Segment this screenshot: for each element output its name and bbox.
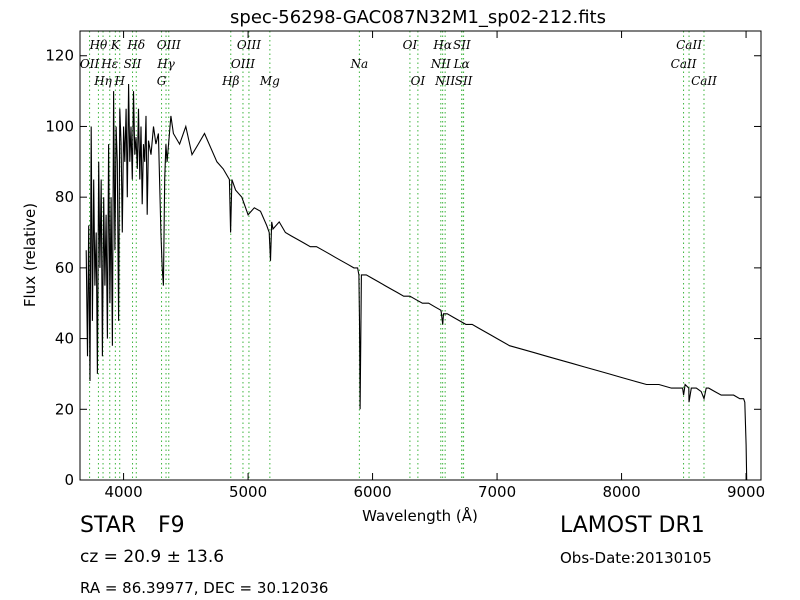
marker-label: Hβ (221, 74, 239, 88)
x-tick-label: 7000 (478, 483, 516, 501)
marker-label: Hα (432, 38, 452, 52)
marker-label: G (157, 74, 167, 88)
y-tick-label: 40 (55, 330, 74, 348)
marker-label: Mg (259, 74, 280, 88)
y-tick-label: 120 (45, 47, 74, 65)
marker-label: OIII (237, 38, 261, 52)
marker-label: Hγ (156, 57, 175, 71)
x-tick-label: 5000 (229, 483, 267, 501)
chart-title: spec-56298-GAC087N32M1_sp02-212.fits (230, 7, 606, 28)
y-tick-label: 60 (55, 259, 74, 277)
marker-label: Lα (453, 57, 470, 71)
marker-label: Na (350, 57, 369, 71)
subclass: F9 (158, 513, 185, 538)
marker-label: Hη (93, 74, 112, 88)
x-tick-label: 4000 (104, 483, 142, 501)
coordinates-text: RA = 86.39977, DEC = 30.12036 (80, 579, 329, 597)
observation-date: Obs-Date:20130105 (560, 549, 712, 567)
y-tick-label: 20 (55, 400, 74, 418)
marker-label: CaII (691, 74, 717, 88)
marker-label: Hθ (89, 38, 108, 52)
marker-label: Hε (100, 57, 118, 71)
survey-name: LAMOST DR1 (560, 513, 705, 538)
object-class: STAR (80, 513, 137, 538)
marker-label: OI (411, 74, 426, 88)
y-axis-label: Flux (relative) (21, 203, 39, 307)
y-tick-label: 100 (45, 117, 74, 135)
x-tick-label: 8000 (602, 483, 640, 501)
marker-label: Hδ (126, 38, 145, 52)
spectrum-line (85, 83, 748, 481)
x-tick-label: 9000 (727, 483, 765, 501)
marker-label: SII (124, 57, 142, 71)
marker-label: OII (80, 57, 100, 71)
redshift-text: cz = 20.9 ± 13.6 (80, 547, 225, 567)
marker-label: K (110, 38, 121, 52)
marker-label: OIII (231, 57, 255, 71)
marker-label: OI (403, 38, 418, 52)
y-tick-label: 0 (64, 471, 74, 489)
marker-label: SII (453, 38, 471, 52)
marker-label: H (113, 74, 125, 88)
marker-label: CaII (676, 38, 702, 52)
x-axis-label: Wavelength (Å) (362, 506, 478, 525)
x-tick-label: 6000 (353, 483, 391, 501)
marker-label: SII (455, 74, 473, 88)
marker-label: NII (430, 57, 451, 71)
marker-label: NII (434, 74, 455, 88)
plot-frame (79, 30, 762, 481)
marker-label: CaII (671, 57, 697, 71)
y-tick-label: 80 (55, 188, 74, 206)
marker-label: OIII (157, 38, 181, 52)
